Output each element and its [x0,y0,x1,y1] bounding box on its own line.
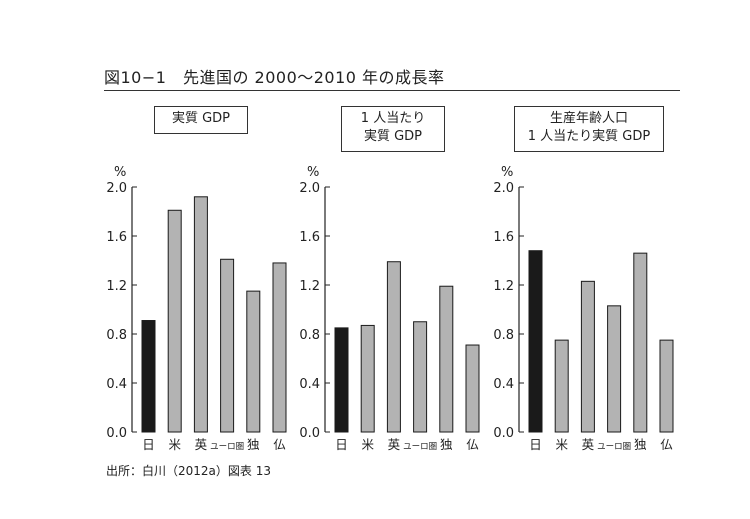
panel-1-y-tick-label: 1.6 [106,230,127,245]
panel-1-bar-3 [193,196,208,433]
panel-3-bar-6 [659,339,674,433]
panel-1-y-tick-label: 0.0 [106,426,127,441]
panel-3-bar-3 [580,280,595,433]
panel-2-bar-5 [439,285,454,433]
panel-2-bar-1 [334,327,349,433]
panel-3-x-tick-label: 英 [582,437,595,452]
panel-1-bar-1 [141,320,156,433]
figure-title: 図10−1 先進国の 2000〜2010 年の成長率 [104,68,445,87]
panel-3-bar-4 [607,305,622,433]
panel-2-x-tick-label: 英 [388,437,401,452]
panel-3-x-tick-label: ユーロ圏 [597,442,631,452]
panel-1-x-tick-label: 英 [195,437,208,452]
panel-1-bar-6 [272,262,287,433]
panel-1-x-tick-label: 米 [168,437,181,452]
panel-1-x-tick-label: 仏 [273,437,286,452]
panel-3-unit-label: % [501,165,513,180]
panel-1-bar-4 [220,258,235,433]
panel-2-x-tick-label: 仏 [466,437,479,452]
panel-2-y-tick-label: 1.2 [299,279,320,294]
panel-3-y-tick-label: 1.2 [493,279,514,294]
panel-2-title-line-1: 1 人当たり [360,111,426,126]
panel-1-bar-2 [167,209,182,433]
title-divider [104,90,680,91]
panel-2-bar-2 [360,324,375,433]
panel-2-y-tick-label: 0.4 [299,377,320,392]
panel-2-bar-3 [386,261,401,433]
panel-3-bar-1 [528,250,543,433]
panel-3-title-line-1: 生産年齢人口 [549,111,628,126]
panel-3-y-tick-label: 2.0 [493,181,514,196]
panel-2-title-line-2: 実質 GDP [363,129,423,144]
panel-3-x-tick-label: 独 [634,437,647,452]
panel-1-bar-5 [246,290,261,433]
panel-3-bar-2 [554,339,569,433]
panel-3-x-tick-label: 米 [555,437,568,452]
panel-2-x-tick-label: ユーロ圏 [403,442,437,452]
panel-3-x-tick-label: 仏 [660,437,673,452]
panel-2-y-tick-label: 0.8 [299,328,320,343]
panel-3-y-tick-label: 0.0 [493,426,514,441]
panel-2-y-tick-label: 0.0 [299,426,320,441]
panel-1-title-box: 実質 GDP [154,106,248,134]
panel-2-bar-6 [465,344,480,433]
panel-3-bar-5 [633,252,648,433]
panel-3-title-box: 生産年齢人口 1 人当たり実質 GDP [514,106,664,152]
panel-3-x-tick-label: 日 [529,437,542,452]
panel-2-y-tick-label: 1.6 [299,230,320,245]
panel-2-title-box: 1 人当たり 実質 GDP [341,106,445,152]
source-note: 出所：白川（2012a）図表 13 [106,464,271,478]
panel-3-y-tick-label: 1.6 [493,230,514,245]
panel-1-y-tick-label: 1.2 [106,279,127,294]
panel-2-unit-label: % [307,165,319,180]
panel-1-y-tick-label: 0.4 [106,377,127,392]
panel-3-y-tick-label: 0.8 [493,328,514,343]
panel-1-title-line-1: 実質 GDP [171,111,231,126]
panel-1-y-tick-label: 2.0 [106,181,127,196]
panel-2-x-tick-label: 日 [335,437,348,452]
panel-2-y-tick-label: 2.0 [299,181,320,196]
panel-1-x-tick-label: 独 [247,437,260,452]
panel-1-y-tick-label: 0.8 [106,328,127,343]
panel-1-unit-label: % [114,165,126,180]
panel-2-x-tick-label: 独 [440,437,453,452]
panel-1-x-tick-label: ユーロ圏 [210,442,244,452]
panel-2-bar-4 [413,321,428,433]
panel-1-x-tick-label: 日 [142,437,155,452]
panel-3-y-tick-label: 0.4 [493,377,514,392]
panel-2-x-tick-label: 米 [361,437,374,452]
panel-3-title-line-2: 1 人当たり実質 GDP [527,129,651,144]
